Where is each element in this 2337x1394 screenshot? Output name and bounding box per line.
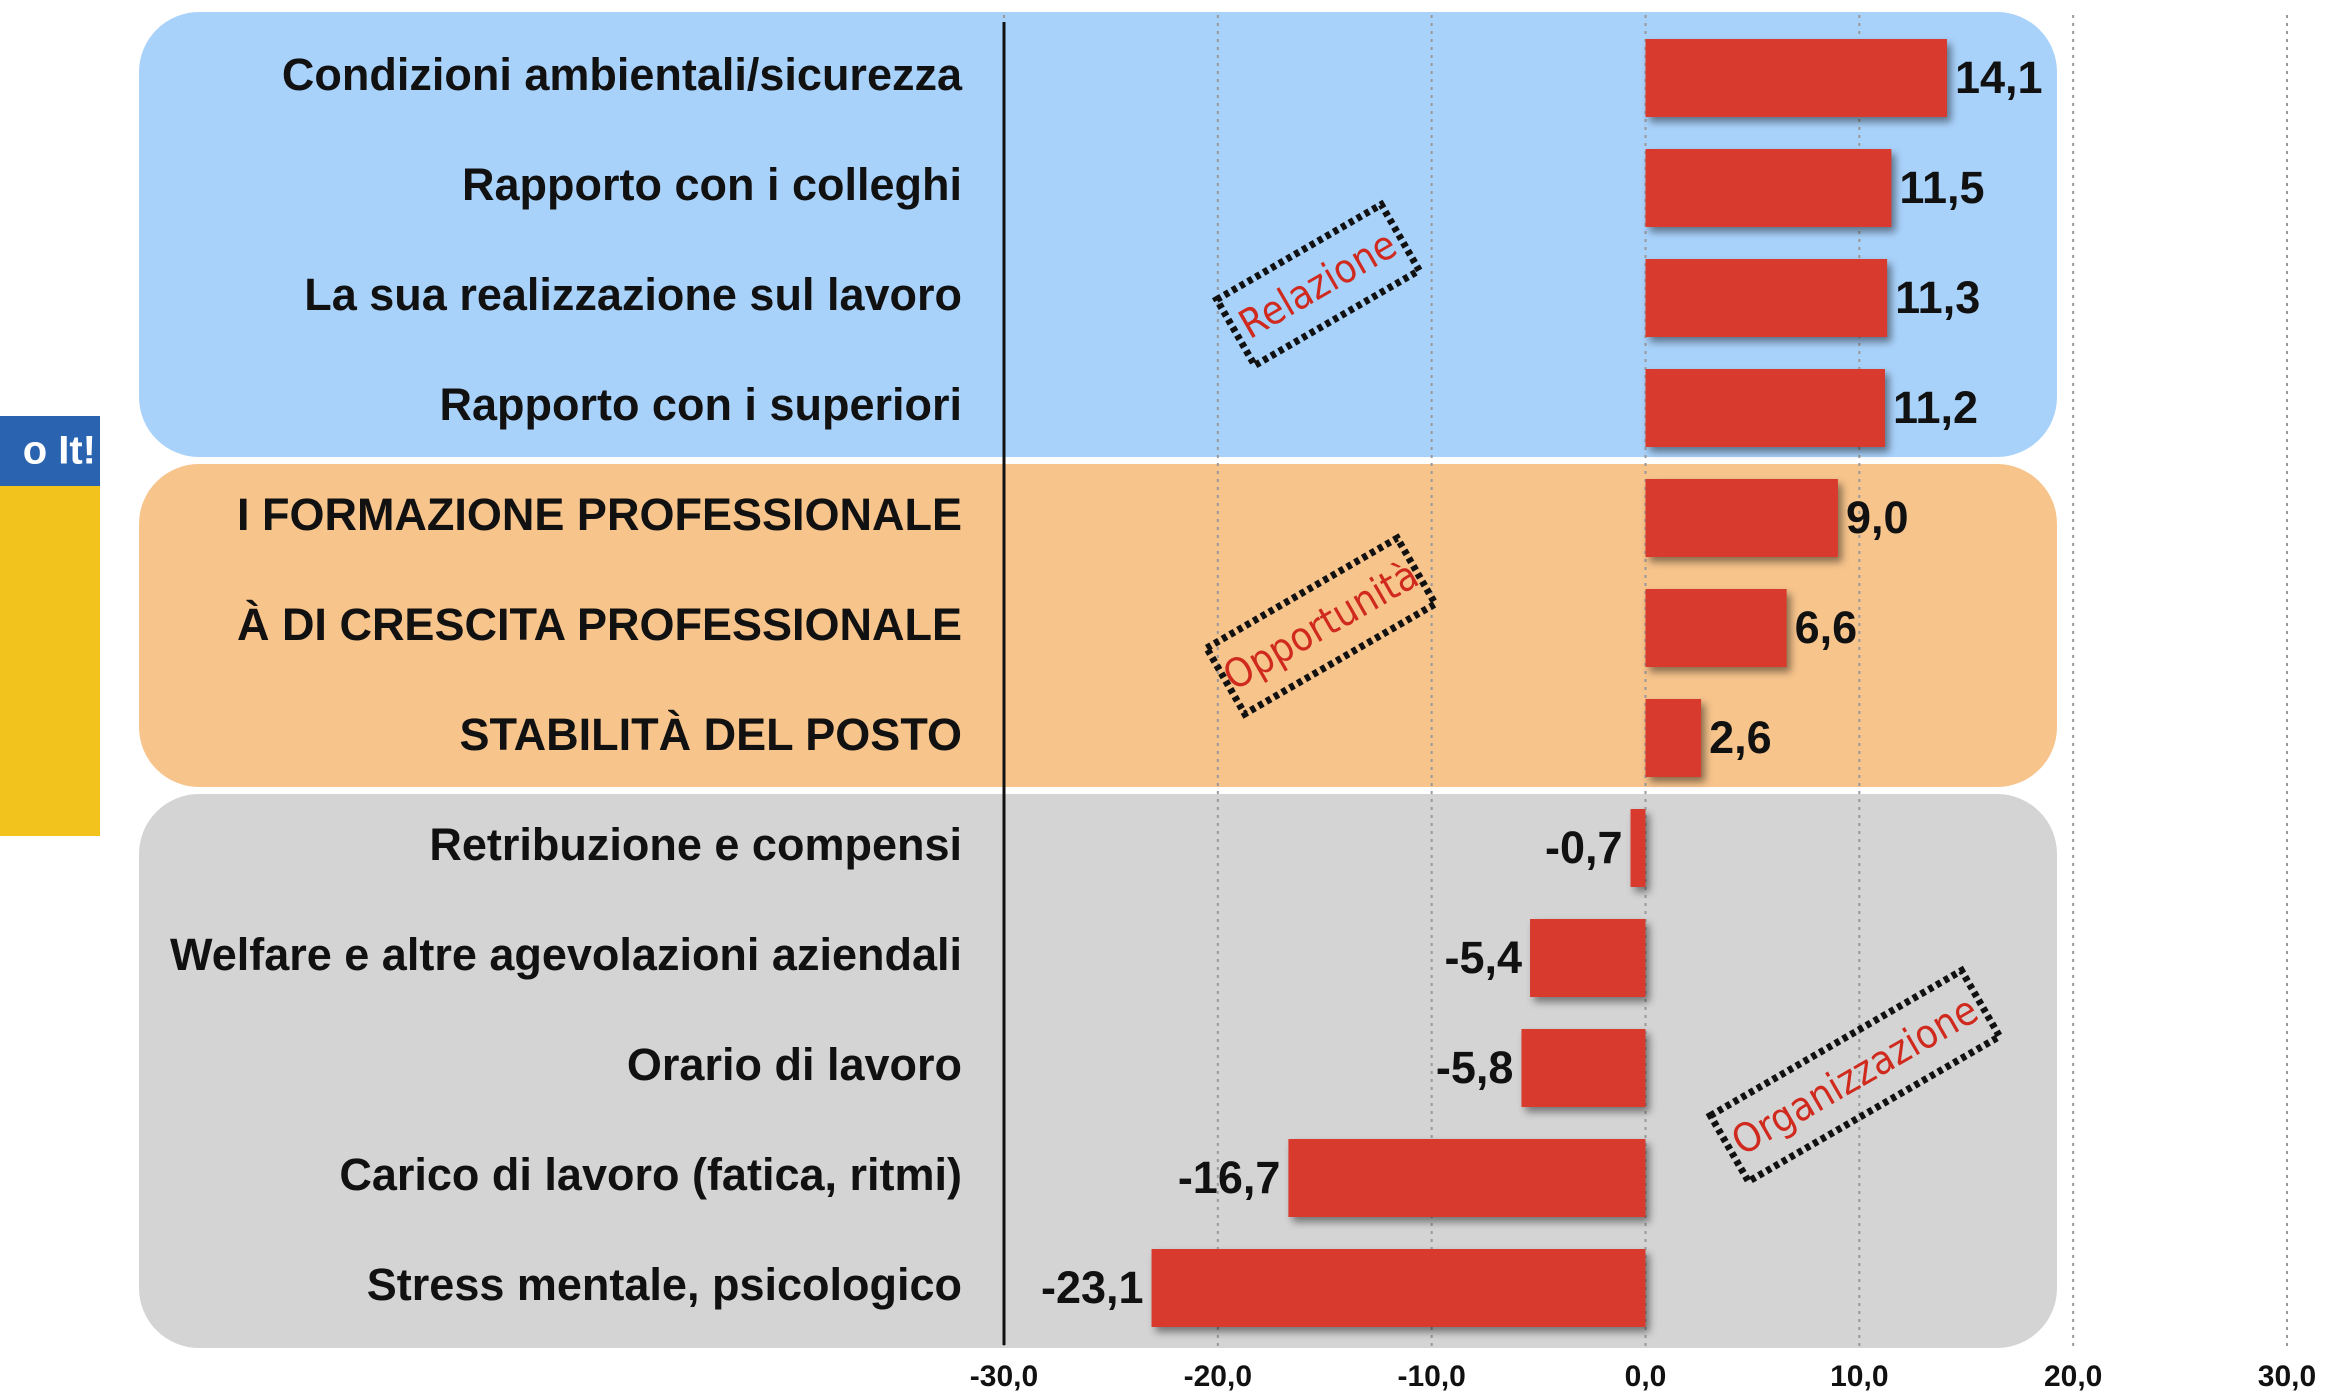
value-label: -5,8 xyxy=(1436,1042,1514,1093)
value-label: -16,7 xyxy=(1178,1152,1281,1203)
poster: o It! xyxy=(0,416,100,836)
category-label: Welfare e altre agevolazioni aziendali xyxy=(170,929,962,980)
bar xyxy=(1530,919,1645,997)
x-tick-label: 10,0 xyxy=(1830,1360,1888,1393)
value-label: -5,4 xyxy=(1444,932,1522,983)
bar xyxy=(1288,1139,1645,1217)
category-label: Rapporto con i colleghi xyxy=(462,159,962,210)
value-label: 11,3 xyxy=(1895,272,1980,323)
bar xyxy=(1646,39,1948,117)
category-label: STABILITÀ DEL POSTO xyxy=(459,709,962,760)
x-tick-label: 0,0 xyxy=(1625,1360,1667,1393)
bar xyxy=(1521,1029,1645,1107)
category-label: Condizioni ambientali/sicurezza xyxy=(282,49,963,100)
value-label: -23,1 xyxy=(1041,1262,1144,1313)
x-tick-label: -30,0 xyxy=(970,1360,1038,1393)
x-tick-label: 30,0 xyxy=(2258,1360,2316,1393)
poster-text: o It! xyxy=(23,429,96,473)
category-label: Rapporto con i superiori xyxy=(439,379,962,430)
bar xyxy=(1646,589,1787,667)
x-tick-label: -20,0 xyxy=(1184,1360,1252,1393)
value-label: 14,1 xyxy=(1955,52,2043,103)
value-label: 11,2 xyxy=(1893,382,1978,433)
value-label: 9,0 xyxy=(1846,492,1909,543)
bar xyxy=(1631,809,1646,887)
chart: o It! -30,0 -20,0 -10,0 0,0 10,0 20,0 30,0 Cond… xyxy=(0,0,2337,1394)
value-label: 11,5 xyxy=(1899,162,1984,213)
value-label: 6,6 xyxy=(1795,602,1858,653)
bar xyxy=(1646,369,1885,447)
category-label: Orario di lavoro xyxy=(627,1039,962,1090)
category-label: Carico di lavoro (fatica, ritmi) xyxy=(339,1149,962,1200)
category-label: La sua realizzazione sul lavoro xyxy=(304,269,962,320)
category-label: I FORMAZIONE PROFESSIONALE xyxy=(237,489,962,540)
bar xyxy=(1646,699,1702,777)
bar xyxy=(1646,149,1892,227)
value-label: -0,7 xyxy=(1545,822,1623,873)
bar xyxy=(1646,479,1838,557)
value-label: 2,6 xyxy=(1709,712,1772,763)
category-label: Retribuzione e compensi xyxy=(429,819,962,870)
bar xyxy=(1646,259,1888,337)
category-label: À DI CRESCITA PROFESSIONALE xyxy=(237,599,962,650)
x-tick-label: 20,0 xyxy=(2044,1360,2102,1393)
category-label: Stress mentale, psicologico xyxy=(367,1259,962,1310)
bar xyxy=(1152,1249,1646,1327)
x-tick-label: -10,0 xyxy=(1397,1360,1465,1393)
